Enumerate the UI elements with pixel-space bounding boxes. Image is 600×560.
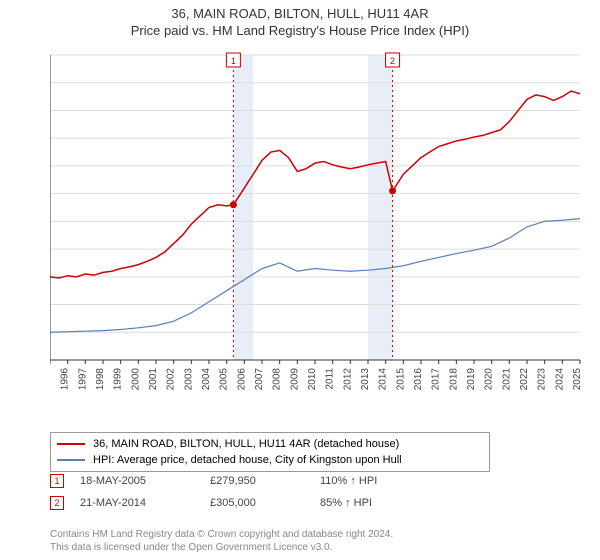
svg-text:2012: 2012 bbox=[342, 368, 353, 390]
title-address: 36, MAIN ROAD, BILTON, HULL, HU11 4AR bbox=[0, 6, 600, 21]
svg-text:2008: 2008 bbox=[272, 368, 283, 390]
svg-text:2024: 2024 bbox=[554, 368, 565, 390]
sale-row-1: 1 18-MAY-2005 £279,950 110% ↑ HPI bbox=[50, 474, 377, 488]
svg-text:1997: 1997 bbox=[77, 368, 88, 390]
legend-item-hpi: HPI: Average price, detached house, City… bbox=[57, 452, 483, 468]
footer-note: Contains HM Land Registry data © Crown c… bbox=[50, 528, 393, 554]
legend-item-property: 36, MAIN ROAD, BILTON, HULL, HU11 4AR (d… bbox=[57, 436, 483, 452]
svg-text:2010: 2010 bbox=[307, 368, 318, 390]
svg-text:2014: 2014 bbox=[378, 368, 389, 390]
svg-text:2019: 2019 bbox=[466, 368, 477, 390]
svg-text:2025: 2025 bbox=[572, 368, 583, 390]
svg-text:2009: 2009 bbox=[289, 368, 300, 390]
svg-text:2017: 2017 bbox=[431, 368, 442, 390]
svg-text:2013: 2013 bbox=[360, 368, 371, 390]
sale-marker-2: 2 bbox=[50, 496, 64, 510]
svg-text:2: 2 bbox=[390, 56, 395, 66]
svg-text:1998: 1998 bbox=[95, 368, 106, 390]
sale-date: 18-MAY-2005 bbox=[80, 475, 210, 487]
svg-text:2003: 2003 bbox=[183, 368, 194, 390]
svg-text:2018: 2018 bbox=[448, 368, 459, 390]
sale-marker-1: 1 bbox=[50, 474, 64, 488]
svg-text:2004: 2004 bbox=[201, 368, 212, 390]
svg-text:2015: 2015 bbox=[395, 368, 406, 390]
svg-text:2011: 2011 bbox=[325, 368, 336, 390]
legend-swatch bbox=[57, 459, 85, 461]
svg-text:1996: 1996 bbox=[60, 368, 71, 390]
sale-price: £305,000 bbox=[210, 497, 320, 509]
legend-label: 36, MAIN ROAD, BILTON, HULL, HU11 4AR (d… bbox=[93, 438, 399, 450]
svg-text:2022: 2022 bbox=[519, 368, 530, 390]
svg-text:2001: 2001 bbox=[148, 368, 159, 390]
svg-text:2000: 2000 bbox=[130, 368, 141, 390]
svg-text:1999: 1999 bbox=[113, 368, 124, 390]
svg-text:2016: 2016 bbox=[413, 368, 424, 390]
sale-pct: 85% ↑ HPI bbox=[320, 497, 372, 509]
svg-text:2005: 2005 bbox=[219, 368, 230, 390]
svg-text:2020: 2020 bbox=[484, 368, 495, 390]
sale-pct: 110% ↑ HPI bbox=[320, 475, 377, 487]
svg-text:1995: 1995 bbox=[50, 368, 53, 390]
svg-text:2002: 2002 bbox=[166, 368, 177, 390]
sale-date: 21-MAY-2014 bbox=[80, 497, 210, 509]
legend: 36, MAIN ROAD, BILTON, HULL, HU11 4AR (d… bbox=[50, 432, 490, 472]
title-subtitle: Price paid vs. HM Land Registry's House … bbox=[0, 23, 600, 38]
legend-swatch bbox=[57, 443, 85, 445]
price-chart: £0£50K£100K£150K£200K£250K£300K£350K£400… bbox=[50, 50, 590, 390]
svg-text:2006: 2006 bbox=[236, 368, 247, 390]
sale-price: £279,950 bbox=[210, 475, 320, 487]
svg-text:2023: 2023 bbox=[537, 368, 548, 390]
svg-text:1: 1 bbox=[231, 56, 236, 66]
svg-text:2021: 2021 bbox=[501, 368, 512, 390]
svg-text:2007: 2007 bbox=[254, 368, 265, 390]
sale-row-2: 2 21-MAY-2014 £305,000 85% ↑ HPI bbox=[50, 496, 372, 510]
legend-label: HPI: Average price, detached house, City… bbox=[93, 454, 402, 466]
